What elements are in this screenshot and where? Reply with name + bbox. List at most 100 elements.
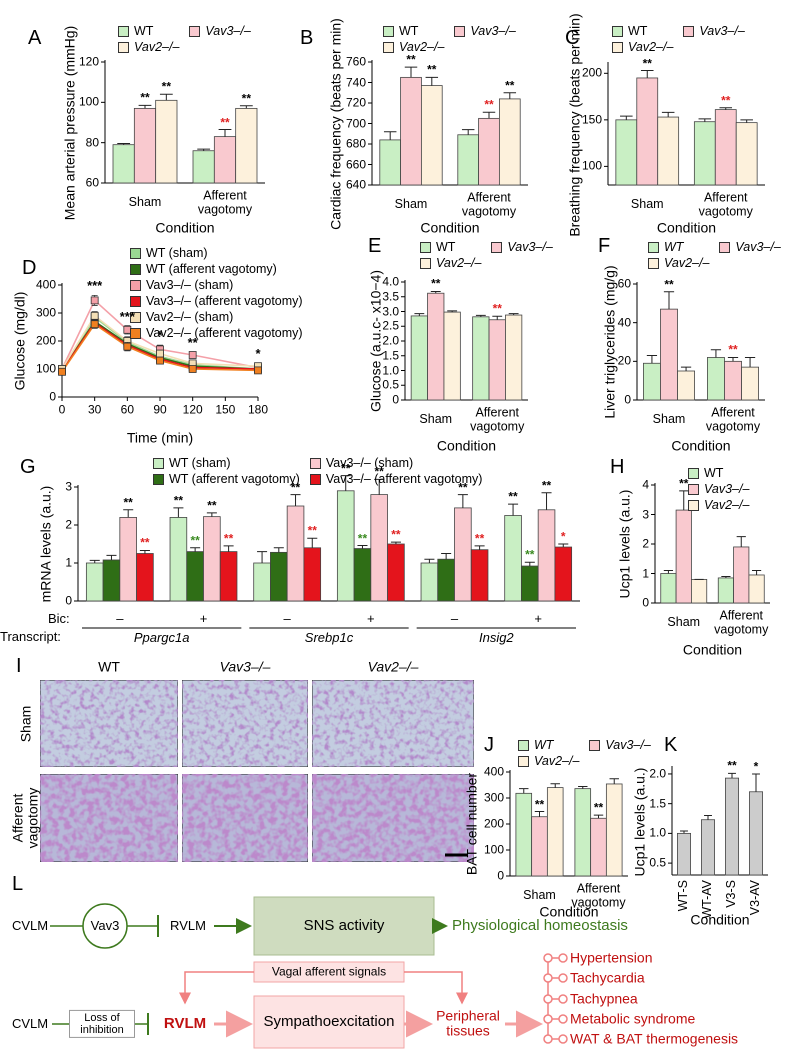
error-bar (728, 772, 736, 779)
bar (136, 553, 154, 602)
error-bar (640, 70, 654, 78)
node (543, 953, 553, 963)
error-bar (173, 507, 184, 518)
legend-item: Vav2–/– (420, 256, 481, 270)
legend-label: Vav2–/– (afferent vagotomy) (146, 326, 303, 340)
legend-label: Vav3–/– (470, 24, 516, 38)
marker (90, 320, 99, 329)
bar (379, 139, 401, 186)
significance: ** (207, 498, 217, 513)
y-tick-label: 2 (642, 536, 649, 551)
y-tick-label: 0.5 (382, 377, 399, 392)
outcome-label: Tachycardia (570, 969, 645, 986)
legend: WT Vav3–/– Vav2–/– (383, 24, 516, 54)
y-tick-label: 0 (497, 868, 504, 883)
error-bar (89, 559, 100, 563)
error-bar (374, 478, 385, 495)
y-tick-label: 400 (35, 277, 56, 292)
y-tick-label: 1.0 (649, 825, 666, 840)
node-label: RVLM (163, 1014, 207, 1032)
legend-item: WT (518, 738, 579, 752)
legend-label: WT (704, 466, 724, 480)
panel-letter: G (20, 456, 36, 478)
significance: ** (505, 78, 515, 93)
x-tick-label: 0 (58, 402, 66, 417)
x-tick-label: 90 (153, 402, 167, 417)
x-tick-label: Sham (394, 197, 428, 212)
column-label: Vav3–/– (219, 658, 271, 675)
legend-item: Vav2–/– (648, 256, 709, 270)
error-bar (721, 575, 731, 578)
bar (119, 517, 137, 602)
x-axis-label: Condition (690, 911, 750, 928)
x-tick-label: Sham (667, 615, 701, 630)
legend-item: Vav3–/– (719, 240, 781, 254)
legend-item: Vav2–/– (118, 40, 179, 54)
y-axis-label: Mean arterial pressure (mmHg) (61, 25, 78, 220)
micrograph (311, 679, 475, 768)
box-label: Sympathoexcitation (263, 1012, 395, 1030)
error-bar (578, 786, 588, 789)
bar (400, 76, 422, 186)
significance: ** (458, 480, 468, 494)
y-tick-label: 80 (85, 135, 99, 150)
x-tick-label: V3-AV (748, 880, 762, 916)
bar (457, 134, 479, 186)
significance: ** (123, 495, 133, 510)
x-tick-label: Afferent vagotomy (571, 881, 626, 909)
panel-letter: J (484, 734, 494, 756)
bar (707, 357, 725, 401)
x-tick-label: – (116, 610, 124, 626)
y-tick-label: 40 (617, 315, 631, 330)
y-tick-label: 2 (65, 517, 72, 532)
error-bar (340, 475, 351, 491)
y-tick-label: 200 (483, 816, 504, 831)
legend-item: Vav2–/– (383, 40, 444, 54)
significance: ** (374, 464, 384, 479)
legend-item: Vav3–/– (sham) (309, 456, 483, 470)
error-bar (482, 111, 496, 119)
error-bar (290, 494, 301, 506)
error-bar (190, 547, 201, 552)
error-bar (704, 815, 712, 820)
legend-item: Vav3–/– (454, 24, 516, 38)
significance: ** (140, 90, 150, 105)
x-tick-label: Afferent vagotomy (461, 190, 517, 218)
y-tick-label: 720 (345, 95, 366, 110)
bar (470, 549, 489, 602)
y-tick-label: 1 (642, 565, 649, 580)
x-tick-label: 30 (87, 402, 102, 417)
legend-label: Vav2–/– (664, 256, 710, 270)
y-axis-label: Ucp1 levels (a.u.) (616, 489, 633, 599)
y-tick-label: 680 (345, 136, 366, 151)
bar (213, 136, 237, 184)
bar (615, 119, 638, 186)
legend-swatch (383, 25, 394, 37)
legend-swatch (518, 755, 529, 767)
y-axis-label: BAT cell number (463, 772, 480, 876)
bar (643, 362, 661, 401)
x-tick-label: Afferent vagotomy (705, 405, 761, 433)
significance: ** (508, 489, 518, 504)
sns-box (253, 896, 435, 956)
bar (605, 783, 623, 877)
bar (387, 543, 405, 602)
bar (504, 515, 522, 602)
error-bar (257, 551, 268, 563)
significance: ** (391, 527, 401, 542)
error-bar (524, 561, 535, 567)
error-bar (541, 492, 552, 510)
x-axis-label: Condition (420, 219, 480, 236)
bar (437, 558, 455, 602)
legend-swatch (130, 327, 141, 339)
error-bar (123, 509, 134, 518)
significance: ** (679, 476, 689, 491)
bar (537, 509, 556, 602)
legend-swatch (683, 25, 695, 37)
legend: WT (sham) WT (afferent vagotomy) Vav3–/– (… (153, 456, 482, 486)
legend-swatch (309, 457, 321, 469)
y-tick-label: 0 (65, 593, 72, 608)
micrograph (39, 679, 179, 768)
legend-label: WT (sham) (169, 456, 231, 470)
outcome-label: WAT & BAT thermogenesis (570, 1030, 739, 1047)
